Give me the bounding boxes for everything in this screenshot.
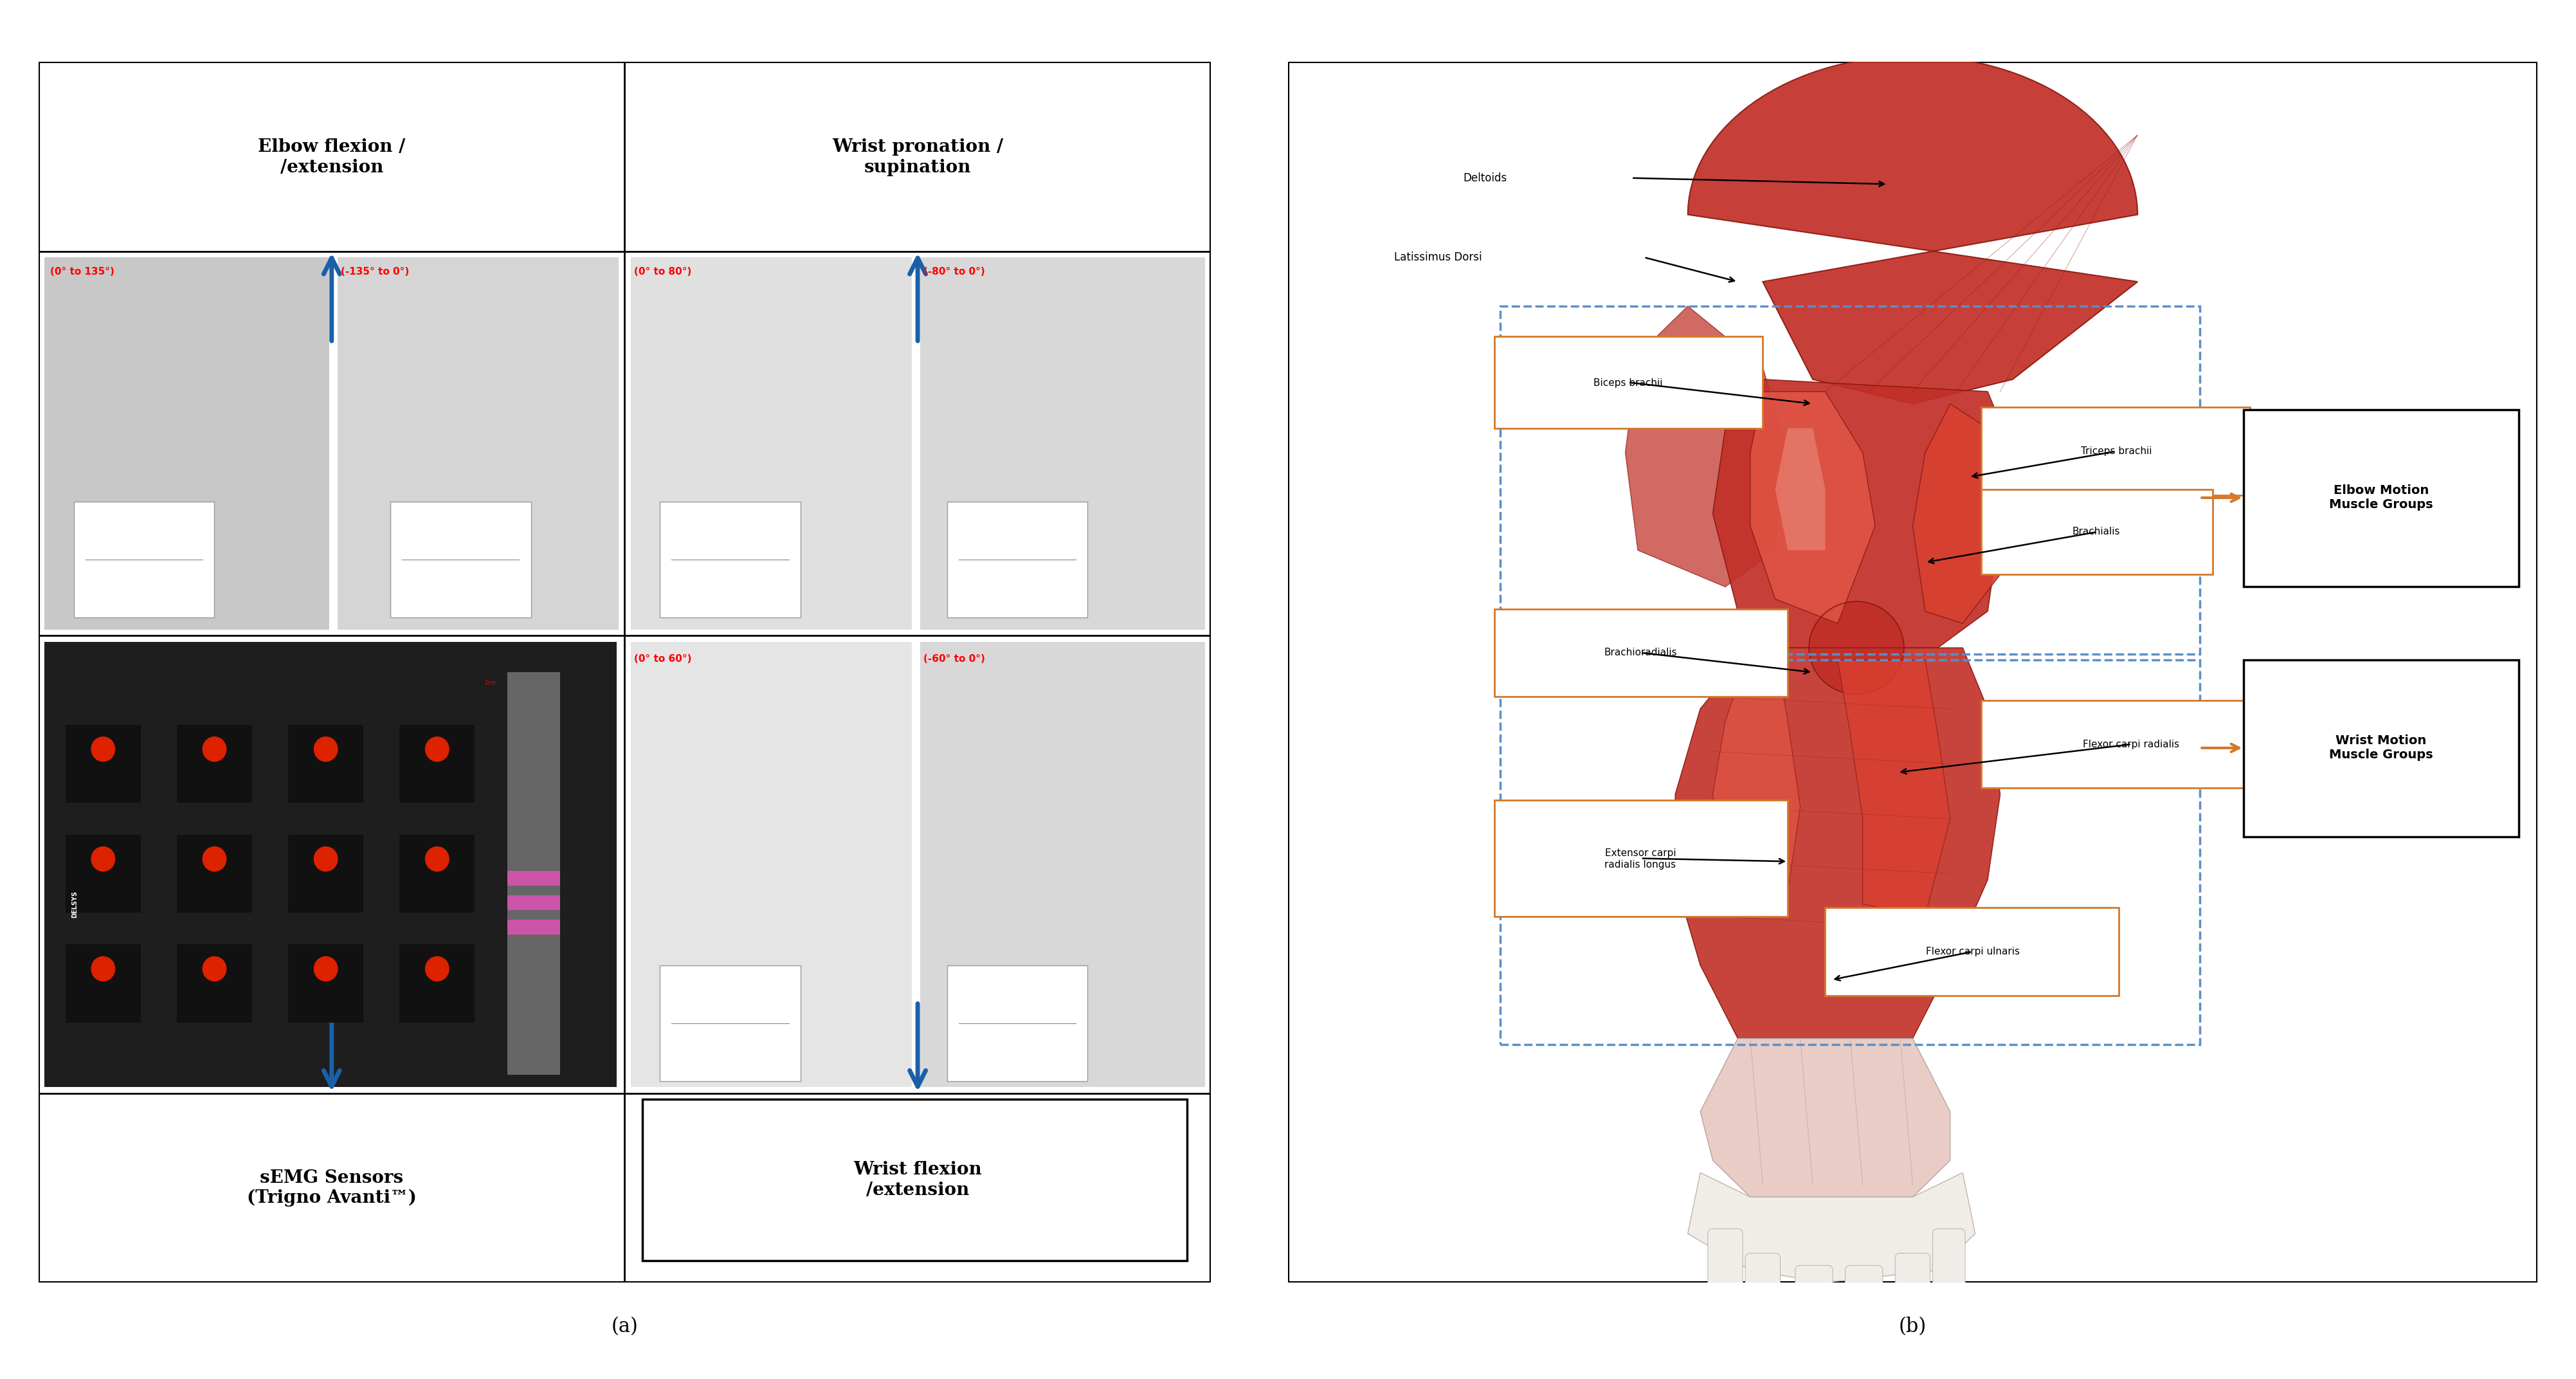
Text: DELSYS: DELSYS <box>72 891 77 917</box>
Circle shape <box>90 736 116 761</box>
FancyBboxPatch shape <box>64 834 142 913</box>
FancyBboxPatch shape <box>1494 800 1788 916</box>
FancyBboxPatch shape <box>1795 1266 1832 1361</box>
Polygon shape <box>1837 661 1950 916</box>
FancyBboxPatch shape <box>1844 1266 1883 1361</box>
FancyBboxPatch shape <box>289 945 363 1022</box>
FancyBboxPatch shape <box>920 258 1206 630</box>
FancyBboxPatch shape <box>631 641 912 1087</box>
Polygon shape <box>1687 57 2138 404</box>
Text: (-135° to 0°): (-135° to 0°) <box>340 268 410 277</box>
Circle shape <box>204 957 227 980</box>
FancyBboxPatch shape <box>1932 1229 1965 1299</box>
FancyBboxPatch shape <box>178 834 252 913</box>
FancyBboxPatch shape <box>2244 661 2519 837</box>
FancyBboxPatch shape <box>641 1099 1188 1260</box>
FancyBboxPatch shape <box>1896 1254 1929 1342</box>
FancyBboxPatch shape <box>1708 1229 1744 1306</box>
FancyBboxPatch shape <box>507 672 559 1076</box>
FancyBboxPatch shape <box>507 872 559 885</box>
FancyBboxPatch shape <box>1494 608 1788 696</box>
FancyBboxPatch shape <box>1981 407 2249 495</box>
FancyBboxPatch shape <box>1494 336 1762 427</box>
FancyBboxPatch shape <box>659 502 801 618</box>
FancyBboxPatch shape <box>178 945 252 1022</box>
Text: Wrist pronation /
supination: Wrist pronation / supination <box>832 138 1002 177</box>
Text: Deltoids: Deltoids <box>1463 172 1507 183</box>
Polygon shape <box>1749 392 1875 623</box>
Polygon shape <box>1674 648 1999 1038</box>
Text: (-60° to 0°): (-60° to 0°) <box>925 654 984 663</box>
FancyBboxPatch shape <box>399 945 474 1022</box>
Text: Latissimus Dorsi: Latissimus Dorsi <box>1394 251 1481 263</box>
FancyBboxPatch shape <box>44 258 330 630</box>
Polygon shape <box>1911 404 2012 623</box>
Polygon shape <box>1713 648 1801 892</box>
Text: Wrist flexion
/extension: Wrist flexion /extension <box>853 1161 981 1198</box>
FancyBboxPatch shape <box>631 258 912 630</box>
Polygon shape <box>1625 306 1788 587</box>
Circle shape <box>314 736 337 761</box>
FancyBboxPatch shape <box>920 641 1206 1087</box>
FancyBboxPatch shape <box>289 834 363 913</box>
FancyBboxPatch shape <box>1288 62 2537 1282</box>
Circle shape <box>1808 601 1904 694</box>
FancyBboxPatch shape <box>39 62 1211 1282</box>
Circle shape <box>425 957 448 980</box>
Text: (0° to 80°): (0° to 80°) <box>634 268 690 277</box>
Text: 1cm: 1cm <box>484 680 495 685</box>
FancyBboxPatch shape <box>64 725 142 803</box>
Circle shape <box>425 847 448 872</box>
FancyBboxPatch shape <box>1981 490 2213 575</box>
FancyBboxPatch shape <box>507 920 559 935</box>
Text: Brachialis: Brachialis <box>2071 527 2120 536</box>
Circle shape <box>314 847 337 872</box>
Text: Elbow Motion
Muscle Groups: Elbow Motion Muscle Groups <box>2329 484 2434 512</box>
FancyBboxPatch shape <box>659 965 801 1081</box>
FancyBboxPatch shape <box>1826 907 2120 996</box>
FancyBboxPatch shape <box>1981 701 2282 789</box>
Text: Extensor carpi
radialis longus: Extensor carpi radialis longus <box>1605 848 1677 869</box>
Polygon shape <box>1687 1172 1976 1282</box>
FancyBboxPatch shape <box>75 502 214 618</box>
FancyBboxPatch shape <box>1747 1254 1780 1342</box>
Text: Biceps brachii: Biceps brachii <box>1595 378 1662 387</box>
Text: Flexor carpi radialis: Flexor carpi radialis <box>2084 739 2179 749</box>
Polygon shape <box>1700 1038 1950 1197</box>
Circle shape <box>425 736 448 761</box>
Text: Triceps brachii: Triceps brachii <box>2081 447 2151 456</box>
Text: Brachioradialis: Brachioradialis <box>1605 648 1677 658</box>
FancyBboxPatch shape <box>64 945 142 1022</box>
Text: Flexor carpi ulnaris: Flexor carpi ulnaris <box>1927 947 2020 957</box>
FancyBboxPatch shape <box>507 895 559 910</box>
Text: (0° to 135°): (0° to 135°) <box>52 268 113 277</box>
FancyBboxPatch shape <box>178 725 252 803</box>
FancyBboxPatch shape <box>44 641 616 1087</box>
FancyBboxPatch shape <box>948 965 1087 1081</box>
Circle shape <box>314 957 337 980</box>
Circle shape <box>204 736 227 761</box>
FancyBboxPatch shape <box>392 502 531 618</box>
Text: (b): (b) <box>1899 1317 1927 1336</box>
Text: (-80° to 0°): (-80° to 0°) <box>925 268 984 277</box>
Circle shape <box>90 847 116 872</box>
FancyBboxPatch shape <box>337 258 618 630</box>
FancyBboxPatch shape <box>399 834 474 913</box>
FancyBboxPatch shape <box>2244 410 2519 587</box>
Circle shape <box>90 957 116 980</box>
Circle shape <box>204 847 227 872</box>
Text: Wrist Motion
Muscle Groups: Wrist Motion Muscle Groups <box>2329 735 2434 761</box>
FancyBboxPatch shape <box>289 725 363 803</box>
Text: (0° to 60°): (0° to 60°) <box>634 654 690 663</box>
Text: sEMG Sensors
(Trigno Avanti™): sEMG Sensors (Trigno Avanti™) <box>247 1169 417 1207</box>
FancyBboxPatch shape <box>948 502 1087 618</box>
Text: Elbow flexion /
/extension: Elbow flexion / /extension <box>258 138 404 177</box>
FancyBboxPatch shape <box>399 725 474 803</box>
Polygon shape <box>1775 427 1826 550</box>
Polygon shape <box>1713 379 2012 648</box>
Text: (a): (a) <box>611 1317 639 1336</box>
